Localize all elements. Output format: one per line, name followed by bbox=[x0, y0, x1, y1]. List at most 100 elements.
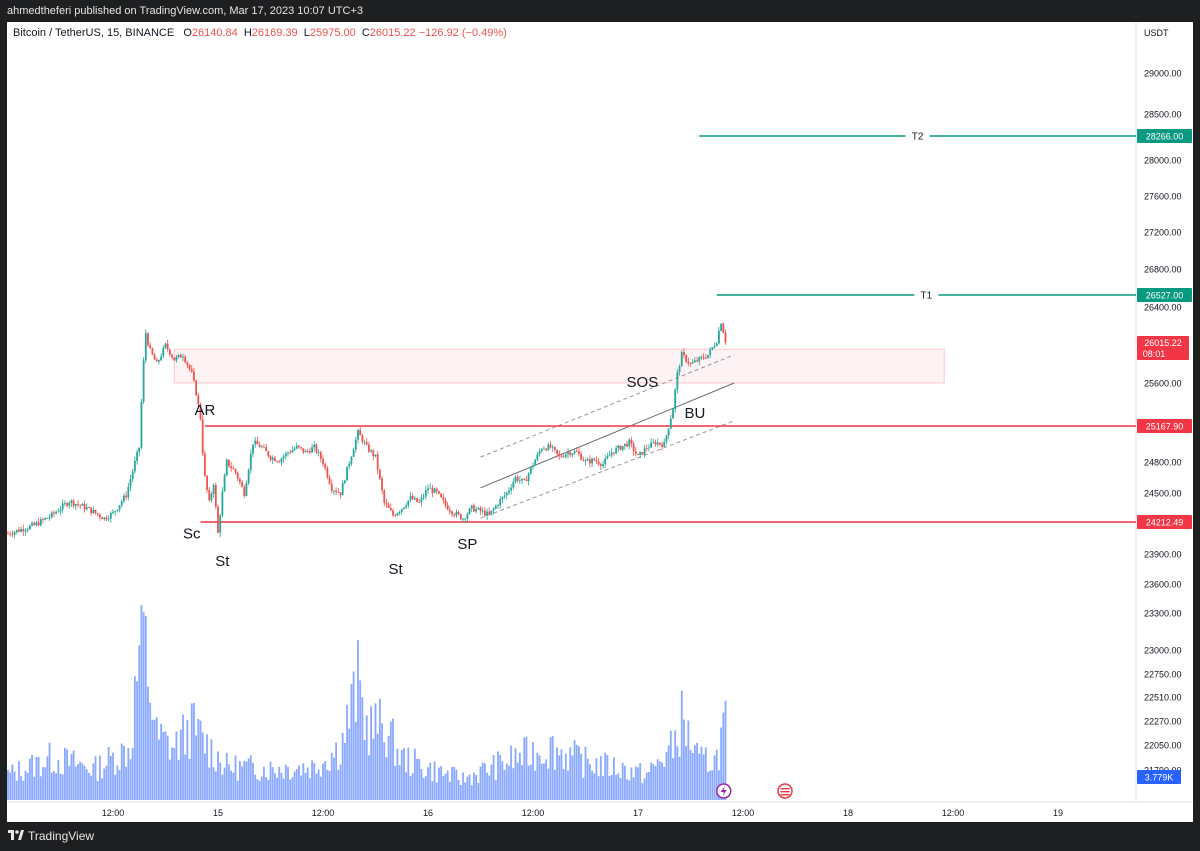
volume-bar bbox=[464, 782, 467, 800]
volume-bar bbox=[652, 764, 655, 800]
volume-bar bbox=[680, 690, 683, 800]
candle-body bbox=[623, 443, 626, 447]
candle-body bbox=[634, 451, 637, 454]
candle-body bbox=[260, 446, 263, 448]
price-tick-label: 26400.00 bbox=[1144, 303, 1182, 313]
candle-body bbox=[481, 510, 484, 512]
candle-body bbox=[398, 511, 401, 514]
candle-body bbox=[123, 495, 125, 502]
volume-bar bbox=[508, 765, 510, 800]
candle-body bbox=[365, 442, 368, 445]
candle-body bbox=[291, 450, 294, 453]
volume-bar bbox=[81, 763, 84, 800]
candle-body bbox=[656, 442, 659, 445]
price-tick-label: 27200.00 bbox=[1144, 228, 1182, 238]
level-price-text: 25167.90 bbox=[1146, 422, 1184, 432]
volume-bar bbox=[518, 752, 521, 800]
candle-body bbox=[98, 514, 101, 518]
price-tick-label: 23000.00 bbox=[1144, 646, 1182, 656]
candle-body bbox=[247, 469, 250, 484]
volume-bar bbox=[368, 755, 370, 800]
candle-body bbox=[88, 507, 90, 508]
close-value: 26015.22 bbox=[369, 27, 416, 39]
symbol-legend: Bitcoin / TetherUS, 15, BINANCE O26140.8… bbox=[13, 27, 507, 39]
volume-bar bbox=[164, 731, 167, 800]
volume-badge bbox=[1137, 770, 1181, 784]
volume-bar bbox=[626, 779, 628, 800]
volume-bar bbox=[674, 730, 677, 800]
candle-body bbox=[252, 444, 254, 454]
candle-body bbox=[223, 475, 226, 492]
volume-bar bbox=[637, 767, 639, 800]
candle-body bbox=[372, 450, 375, 457]
level-price-badge bbox=[1137, 129, 1192, 143]
candle-body bbox=[114, 510, 117, 512]
volume-bar bbox=[72, 750, 75, 800]
candle-body bbox=[306, 450, 309, 452]
volume-bar bbox=[521, 765, 523, 800]
candle-body bbox=[61, 503, 64, 510]
candle-body bbox=[431, 487, 434, 493]
volume-bar bbox=[269, 761, 272, 800]
volume-bar bbox=[120, 743, 123, 800]
volume-bar bbox=[556, 747, 558, 800]
candle-body bbox=[68, 502, 71, 506]
candle-body bbox=[284, 453, 287, 457]
chart-frame[interactable] bbox=[7, 22, 1193, 822]
volume-bar bbox=[381, 723, 383, 800]
level-price-badge bbox=[1137, 288, 1192, 302]
volume-bar bbox=[462, 772, 464, 800]
candle-body bbox=[383, 490, 386, 503]
candle-body bbox=[658, 442, 661, 445]
flag-stripe-icon bbox=[780, 788, 790, 790]
volume-bar bbox=[453, 766, 456, 800]
volume-bar bbox=[514, 748, 517, 800]
candle-body bbox=[341, 482, 344, 496]
candle-body bbox=[654, 442, 657, 445]
candle-body bbox=[582, 459, 585, 461]
candle-body bbox=[24, 530, 27, 532]
candle-body bbox=[549, 444, 552, 448]
candle-body bbox=[400, 509, 403, 512]
candle-body bbox=[70, 500, 73, 503]
volume-bar bbox=[354, 721, 357, 800]
volume-bar bbox=[599, 756, 602, 800]
volume-bar bbox=[606, 755, 609, 800]
price-chart[interactable]: USDT 29000.00 28500.00 28000.00 27600.00 2720… bbox=[0, 0, 1200, 822]
volume-bar bbox=[713, 755, 716, 800]
candle-body bbox=[280, 458, 283, 463]
volume-bar bbox=[584, 746, 587, 800]
candle-body bbox=[497, 505, 499, 507]
candle-body bbox=[50, 512, 53, 517]
candle-body bbox=[381, 478, 383, 491]
volume-bar bbox=[267, 779, 270, 800]
candle-body bbox=[680, 352, 683, 367]
volume-bar bbox=[523, 737, 526, 800]
candle-body bbox=[276, 460, 278, 462]
volume-bar bbox=[206, 734, 208, 800]
volume-bar bbox=[98, 755, 101, 800]
candle-body bbox=[295, 445, 298, 449]
volume-bar bbox=[234, 755, 237, 800]
candle-body bbox=[158, 360, 160, 362]
candle-body bbox=[661, 444, 663, 447]
level-price-text: 26527.00 bbox=[1146, 291, 1184, 301]
candle-body bbox=[352, 449, 355, 457]
candle-body bbox=[107, 518, 110, 520]
candle-body bbox=[720, 323, 723, 331]
candle-body bbox=[120, 501, 123, 506]
candle-body bbox=[343, 480, 346, 483]
price-tick-label: 22750.00 bbox=[1144, 670, 1182, 680]
volume-bar bbox=[149, 702, 152, 800]
change-value: −126.92 (−0.49%) bbox=[418, 27, 507, 39]
close-label: C bbox=[361, 27, 370, 39]
candle-body bbox=[473, 505, 475, 512]
candle-body bbox=[48, 516, 51, 519]
volume-bar bbox=[547, 768, 550, 800]
symbol-name[interactable]: Bitcoin / TetherUS, 15, BINANCE bbox=[13, 27, 175, 39]
candle-body bbox=[201, 419, 204, 454]
volume-bar bbox=[57, 760, 60, 800]
candle-body bbox=[442, 497, 445, 500]
candle-body bbox=[700, 356, 703, 358]
candle-body bbox=[324, 464, 327, 468]
